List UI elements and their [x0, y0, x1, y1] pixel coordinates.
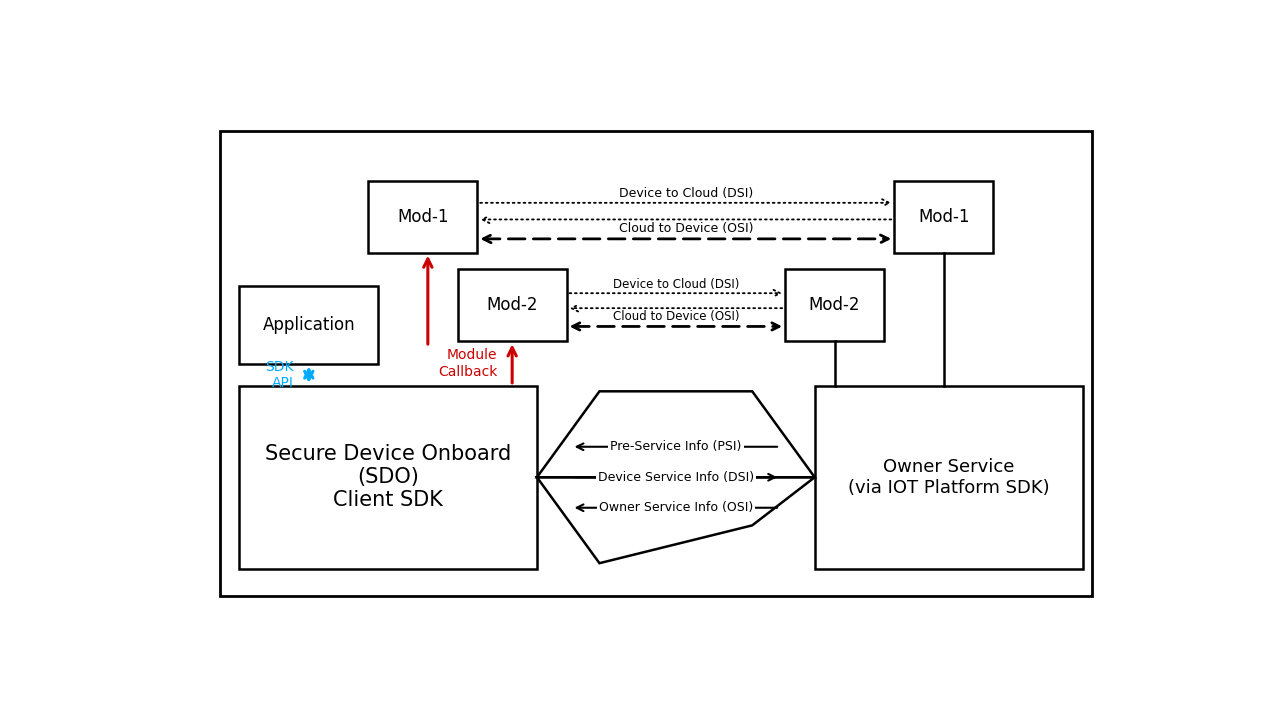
Text: Module
Callback: Module Callback: [438, 348, 497, 379]
Text: Owner Service
(via IOT Platform SDK): Owner Service (via IOT Platform SDK): [847, 458, 1050, 497]
Text: Pre-Service Info (PSI): Pre-Service Info (PSI): [611, 440, 741, 454]
Text: Mod-2: Mod-2: [809, 297, 860, 315]
Text: Device Service Info (DSI): Device Service Info (DSI): [598, 471, 754, 484]
Text: Cloud to Device (OSI): Cloud to Device (OSI): [613, 310, 739, 323]
Text: Mod-1: Mod-1: [397, 207, 448, 225]
Text: Owner Service Info (OSI): Owner Service Info (OSI): [599, 501, 753, 514]
FancyBboxPatch shape: [369, 181, 477, 253]
FancyBboxPatch shape: [239, 386, 538, 569]
Text: Secure Device Onboard
(SDO)
Client SDK: Secure Device Onboard (SDO) Client SDK: [265, 444, 511, 510]
Text: Device to Cloud (DSI): Device to Cloud (DSI): [613, 278, 739, 291]
FancyBboxPatch shape: [458, 269, 567, 341]
Text: SDK
API: SDK API: [265, 359, 294, 390]
FancyBboxPatch shape: [220, 131, 1093, 596]
Text: Cloud to Device (OSI): Cloud to Device (OSI): [618, 222, 753, 235]
Text: Mod-2: Mod-2: [486, 297, 538, 315]
FancyBboxPatch shape: [785, 269, 884, 341]
FancyBboxPatch shape: [895, 181, 993, 253]
Text: Device to Cloud (DSI): Device to Cloud (DSI): [618, 187, 753, 200]
Text: Mod-1: Mod-1: [918, 207, 969, 225]
FancyBboxPatch shape: [815, 386, 1083, 569]
Text: Application: Application: [262, 316, 355, 334]
FancyBboxPatch shape: [239, 286, 379, 364]
